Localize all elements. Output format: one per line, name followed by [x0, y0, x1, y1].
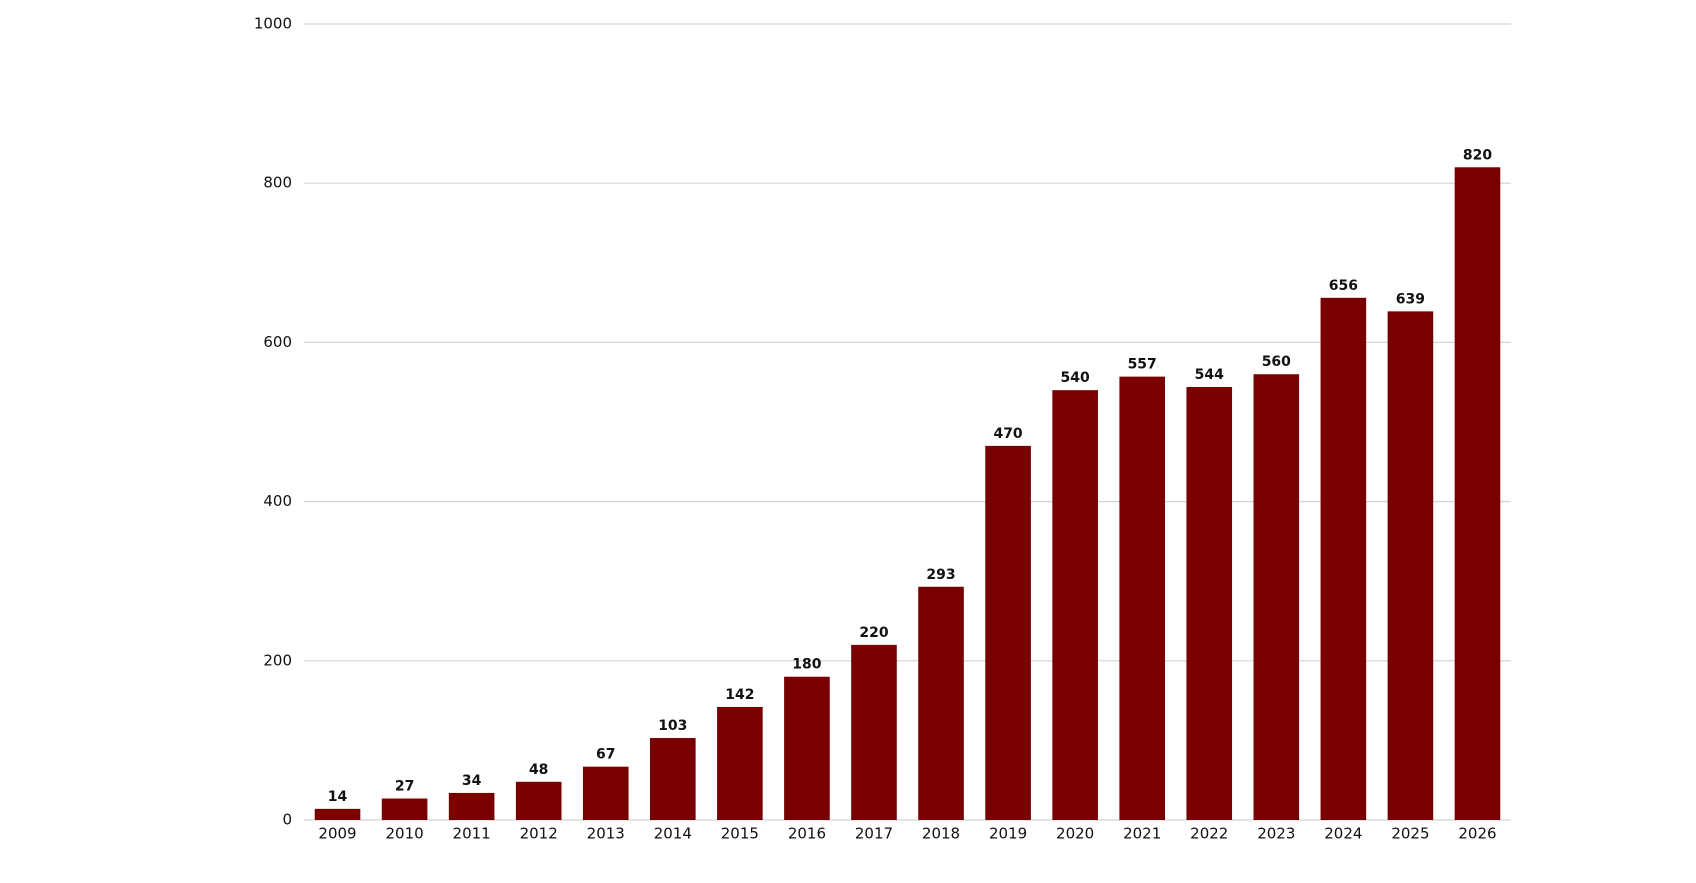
x-tick-label: 2017: [855, 825, 893, 843]
bar: [381, 798, 428, 820]
x-tick-label: 2025: [1391, 825, 1429, 843]
value-label: 560: [1262, 354, 1291, 370]
value-label: 820: [1463, 147, 1492, 163]
x-tick-label: 2018: [922, 825, 960, 843]
value-label: 27: [395, 779, 414, 795]
bar: [314, 808, 361, 820]
bar: [515, 781, 562, 820]
x-tick-label: 2019: [989, 825, 1027, 843]
bar: [650, 738, 696, 820]
value-label: 103: [658, 718, 687, 734]
x-tick-label: 2024: [1324, 825, 1362, 843]
bar: [784, 676, 830, 820]
bar: [582, 766, 629, 820]
y-tick-label: 200: [263, 651, 292, 669]
value-label: 14: [328, 789, 348, 805]
value-label: 639: [1396, 291, 1425, 307]
y-tick-label: 1000: [254, 15, 292, 33]
x-tick-label: 2013: [587, 825, 625, 843]
bar: [1052, 390, 1098, 820]
value-label: 67: [596, 747, 615, 763]
x-tick-label: 2020: [1056, 825, 1094, 843]
value-label: 142: [725, 687, 754, 703]
x-tick-label: 2022: [1190, 825, 1228, 843]
value-label: 34: [462, 773, 482, 789]
bar: [1454, 167, 1501, 820]
value-label: 470: [993, 426, 1022, 442]
bar: [985, 445, 1031, 820]
y-tick-label: 800: [263, 174, 292, 192]
y-tick-label: 400: [263, 492, 292, 510]
x-tick-label: 2014: [654, 825, 692, 843]
x-tick-label: 2026: [1458, 825, 1496, 843]
bar: [1387, 311, 1434, 820]
y-tick-label: 0: [282, 811, 292, 829]
bar: [1119, 376, 1165, 820]
x-tick-label: 2012: [520, 825, 558, 843]
bar: [1320, 297, 1367, 821]
value-label: 544: [1195, 367, 1224, 383]
value-label: 540: [1061, 370, 1090, 386]
x-tick-label: 2021: [1123, 825, 1161, 843]
bar: [918, 586, 964, 820]
value-label: 293: [926, 567, 955, 583]
y-tick-label: 600: [263, 333, 292, 351]
bar: [448, 792, 495, 820]
bar: [1253, 374, 1300, 820]
value-label: 656: [1329, 278, 1358, 294]
value-label: 220: [859, 625, 888, 641]
x-tick-label: 2016: [788, 825, 826, 843]
bar: [851, 644, 897, 820]
x-tick-label: 2023: [1257, 825, 1295, 843]
value-label: 180: [792, 657, 821, 673]
bar: [717, 706, 763, 820]
value-label: 48: [529, 762, 548, 778]
bar: [1186, 386, 1233, 820]
x-tick-label: 2015: [721, 825, 759, 843]
x-tick-label: 2009: [318, 825, 356, 843]
value-label: 557: [1128, 357, 1157, 373]
x-tick-label: 2011: [453, 825, 491, 843]
x-tick-label: 2010: [385, 825, 423, 843]
